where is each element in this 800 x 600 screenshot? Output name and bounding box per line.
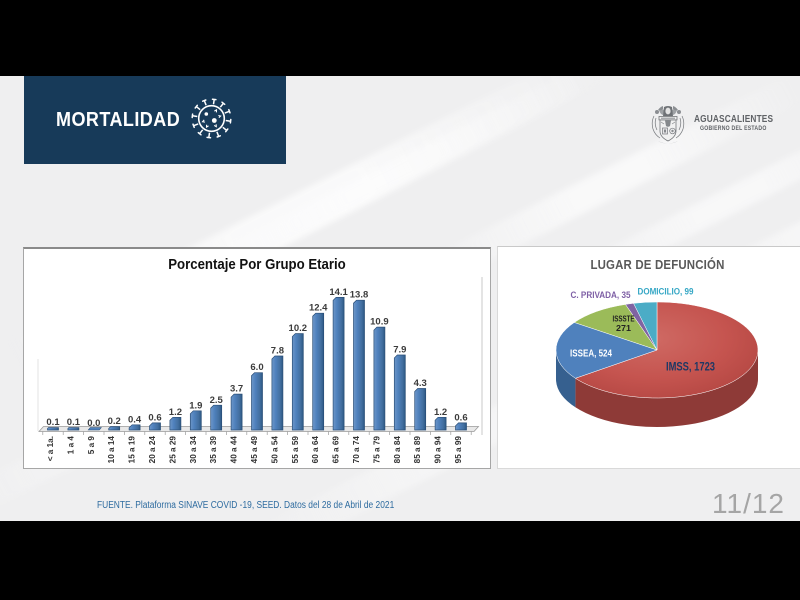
svg-text:70 a 74: 70 a 74 — [352, 436, 361, 464]
svg-text:20 a 24: 20 a 24 — [148, 436, 157, 464]
svg-text:0.4: 0.4 — [128, 414, 142, 425]
svg-text:14.1: 14.1 — [329, 287, 348, 298]
svg-text:0.1: 0.1 — [46, 417, 60, 428]
svg-text:50 a 54: 50 a 54 — [270, 436, 279, 464]
svg-text:95 a 99: 95 a 99 — [454, 436, 463, 464]
svg-text:0.2: 0.2 — [108, 416, 121, 427]
svg-text:75 a 79: 75 a 79 — [372, 436, 381, 464]
svg-text:6.0: 6.0 — [250, 362, 263, 373]
svg-text:45 a 49: 45 a 49 — [250, 436, 259, 464]
svg-text:12.4: 12.4 — [309, 303, 328, 314]
svg-text:10.9: 10.9 — [370, 317, 389, 328]
svg-text:ISSSTE: ISSSTE — [613, 314, 635, 324]
svg-text:7.9: 7.9 — [393, 345, 406, 356]
svg-text:1 a 4: 1 a 4 — [66, 436, 75, 455]
svg-text:1.9: 1.9 — [189, 400, 202, 411]
svg-text:10 a 14: 10 a 14 — [107, 436, 116, 464]
svg-text:40 a 44: 40 a 44 — [230, 436, 239, 464]
svg-text:4.3: 4.3 — [414, 378, 427, 389]
svg-text:3.7: 3.7 — [230, 384, 243, 395]
svg-text:0.1: 0.1 — [67, 417, 81, 428]
svg-text:90 a 94: 90 a 94 — [434, 436, 443, 464]
svg-text:0.6: 0.6 — [454, 412, 467, 423]
svg-text:13.8: 13.8 — [350, 290, 369, 301]
svg-text:0.6: 0.6 — [148, 412, 161, 423]
svg-text:0.0: 0.0 — [87, 418, 100, 429]
svg-text:30 a 34: 30 a 34 — [189, 436, 198, 464]
svg-text:65 a 69: 65 a 69 — [332, 436, 341, 464]
svg-text:271: 271 — [616, 323, 631, 333]
svg-text:2.5: 2.5 — [210, 395, 224, 406]
svg-text:10.2: 10.2 — [289, 323, 308, 334]
svg-text:15 a 19: 15 a 19 — [128, 436, 137, 464]
svg-text:7.8: 7.8 — [271, 346, 284, 357]
svg-text:35 a 39: 35 a 39 — [209, 436, 218, 464]
svg-text:1.2: 1.2 — [434, 407, 447, 418]
svg-text:IMSS, 1723: IMSS, 1723 — [666, 362, 715, 374]
svg-text:C. PRIVADA, 35: C. PRIVADA, 35 — [571, 290, 631, 300]
svg-text:5 a 9: 5 a 9 — [87, 436, 96, 455]
svg-text:DOMICILIO, 99: DOMICILIO, 99 — [638, 287, 694, 297]
svg-text:ISSEA, 524: ISSEA, 524 — [570, 348, 612, 360]
svg-text:60 a 64: 60 a 64 — [311, 436, 320, 464]
svg-text:1.2: 1.2 — [169, 407, 182, 418]
svg-text:55 a 59: 55 a 59 — [291, 436, 300, 464]
svg-text:85 a 89: 85 a 89 — [413, 436, 422, 464]
svg-text:< a 1a.: < a 1a. — [46, 436, 55, 461]
svg-text:80 a 84: 80 a 84 — [393, 436, 402, 464]
svg-text:25 a 29: 25 a 29 — [168, 436, 177, 464]
